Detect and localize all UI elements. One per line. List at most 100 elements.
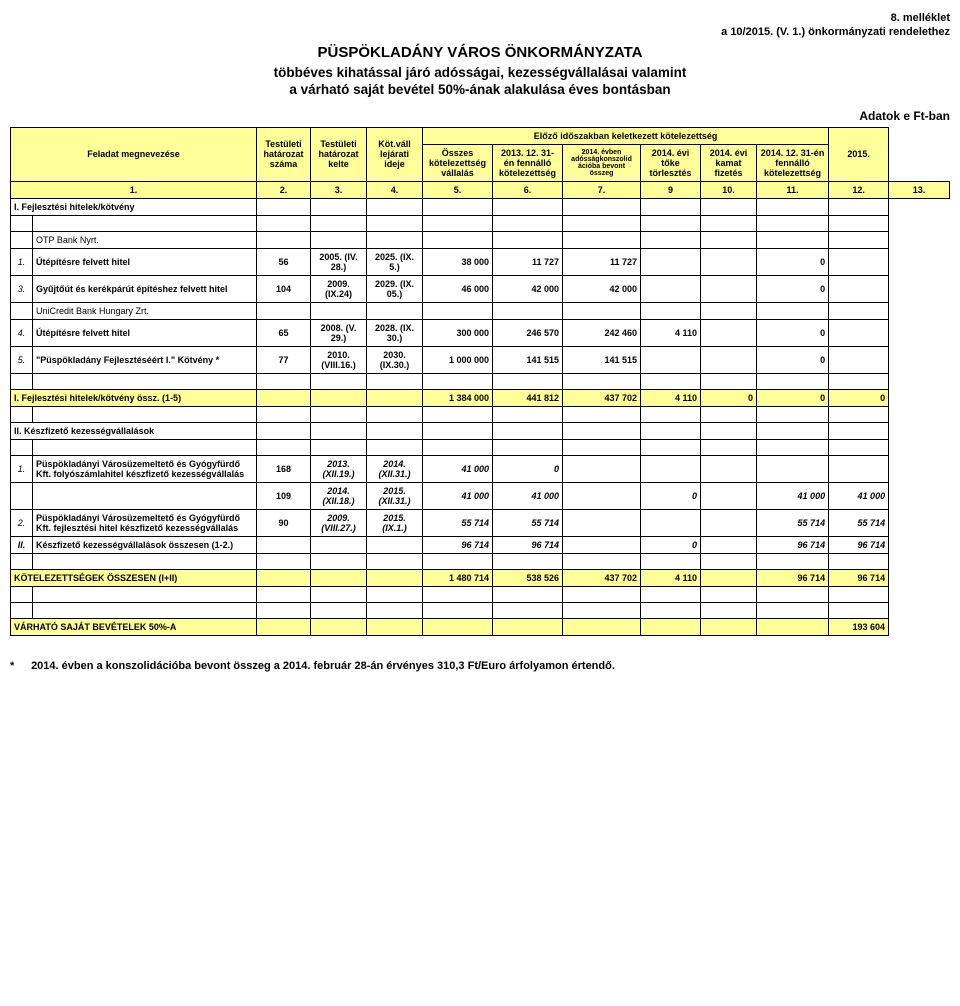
cell: 441 812 <box>493 389 563 406</box>
cell <box>829 319 889 346</box>
col-open-2013: 2013. 12. 31-én fennálló kötelezettség <box>493 144 563 181</box>
cell: 246 570 <box>493 319 563 346</box>
cell: 96 714 <box>829 569 889 586</box>
cell <box>701 248 757 275</box>
col-prev-period: Előző időszakban keletkezett kötelezetts… <box>423 127 829 144</box>
col-interest-2014: 2014. évi kamat fizetés <box>701 144 757 181</box>
cell: 96 714 <box>829 536 889 553</box>
cell: 42 000 <box>493 275 563 302</box>
cell: 242 460 <box>563 319 641 346</box>
cell: 0 <box>829 389 889 406</box>
cell <box>701 455 757 482</box>
cell: 2015. (IX.1.) <box>367 509 423 536</box>
colnum-13: 13. <box>889 181 950 198</box>
cell: 2014. (XII.18.) <box>311 482 367 509</box>
cell: 2025. (IX. 5.) <box>367 248 423 275</box>
colnum-6: 6. <box>493 181 563 198</box>
cell: 168 <box>257 455 311 482</box>
regulation-line: a 10/2015. (V. 1.) önkormányzati rendele… <box>10 26 950 40</box>
cell: 56 <box>257 248 311 275</box>
table-row: 109 2014. (XII.18.) 2015. (XII.31.) 41 0… <box>11 482 950 509</box>
subtotal-label: Készfizető kezességvállalások összesen (… <box>33 536 257 553</box>
cell: 2028. (IX. 30.) <box>367 319 423 346</box>
cell: 55 714 <box>493 509 563 536</box>
cell <box>757 455 829 482</box>
cell: 42 000 <box>563 275 641 302</box>
cell: 1 384 000 <box>423 389 493 406</box>
colnum-2: 2. <box>257 181 311 198</box>
cell: 0 <box>757 389 829 406</box>
cell: 46 000 <box>423 275 493 302</box>
cell <box>829 455 889 482</box>
cell: 41 000 <box>493 482 563 509</box>
footnote-text: 2014. évben a konszolidációba bevont öss… <box>31 660 615 672</box>
col-open-2014: 2014. 12. 31-én fennálló kötelezettség <box>757 144 829 181</box>
cell: 0 <box>641 482 701 509</box>
cell: 55 714 <box>423 509 493 536</box>
col-res-num: Testületi határozat száma <box>257 127 311 181</box>
cell: 2010. (VIII.16.) <box>311 346 367 373</box>
units-label: Adatok e Ft-ban <box>10 109 950 123</box>
cell: 2005. (IV. 28.) <box>311 248 367 275</box>
cell <box>701 482 757 509</box>
cell: 0 <box>757 248 829 275</box>
cell <box>701 275 757 302</box>
cell <box>641 455 701 482</box>
cell: 0 <box>701 389 757 406</box>
bank-otp: OTP Bank Nyrt. <box>33 231 257 248</box>
cell: 96 714 <box>493 536 563 553</box>
col-task: Feladat megnevezése <box>11 127 257 181</box>
table-row: 1. Útépítésre felvett hitel 56 2005. (IV… <box>11 248 950 275</box>
cell: 77 <box>257 346 311 373</box>
subtotal-label: I. Fejlesztési hitelek/kötvény össz. (1-… <box>11 389 257 406</box>
cell <box>701 569 757 586</box>
cell: 4 110 <box>641 389 701 406</box>
subtitle-2: a várható saját bevétel 50%-ának alakulá… <box>10 82 950 97</box>
cell: 11 727 <box>563 248 641 275</box>
cell: 538 526 <box>493 569 563 586</box>
colnum-7: 7. <box>563 181 641 198</box>
cell: 41 000 <box>757 482 829 509</box>
cell: 65 <box>257 319 311 346</box>
table-row: 4. Útépítésre felvett hitel 65 2008. (V.… <box>11 319 950 346</box>
cell: 11 727 <box>493 248 563 275</box>
colnum-9: 9 <box>641 181 701 198</box>
colnum-5: 5. <box>423 181 493 198</box>
cell <box>563 455 641 482</box>
cell <box>641 275 701 302</box>
cell: 2014. (XII.31.) <box>367 455 423 482</box>
row-name <box>33 482 257 509</box>
cell: 0 <box>493 455 563 482</box>
cell: 38 000 <box>423 248 493 275</box>
cell: 141 515 <box>563 346 641 373</box>
cell <box>563 509 641 536</box>
cell: 4 110 <box>641 319 701 346</box>
cell: 141 515 <box>493 346 563 373</box>
row-name: Püspökladányi Városüzemeltető és Gyógyfü… <box>33 455 257 482</box>
col-principal-2014: 2014. évi tőke törlesztés <box>641 144 701 181</box>
cell: 41 000 <box>423 482 493 509</box>
cell: 2030. (IX.30.) <box>367 346 423 373</box>
cell: 0 <box>641 536 701 553</box>
cell <box>563 536 641 553</box>
cell: 90 <box>257 509 311 536</box>
cell: 41 000 <box>423 455 493 482</box>
table-row: 2. Püspökladányi Városüzemeltető és Gyóg… <box>11 509 950 536</box>
grand-total-label: KÖTELEZETTSÉGEK ÖSSZESEN (I+II) <box>11 569 257 586</box>
cell <box>829 248 889 275</box>
section2-subtotal: II. Készfizető kezességvállalások összes… <box>11 536 950 553</box>
cell: 96 714 <box>757 569 829 586</box>
cell: 0 <box>757 319 829 346</box>
footnote: * 2014. évben a konszolidációba bevont ö… <box>10 660 950 672</box>
cell: 2009. (IX.24) <box>311 275 367 302</box>
cell: 96 714 <box>757 536 829 553</box>
cell: 55 714 <box>757 509 829 536</box>
col-total-obl: Összes kötelezettség vállalás <box>423 144 493 181</box>
row-name: Püspökladányi Városüzemeltető és Gyógyfü… <box>33 509 257 536</box>
footnote-star: * <box>10 660 28 672</box>
cell: 41 000 <box>829 482 889 509</box>
table-row: 1. Püspökladányi Városüzemeltető és Gyóg… <box>11 455 950 482</box>
cell <box>563 482 641 509</box>
row-name: "Püspökladány Fejlesztéséért I." Kötvény… <box>33 346 257 373</box>
main-title: PÜSPÖKLADÁNY VÁROS ÖNKORMÁNYZATA <box>10 44 950 61</box>
